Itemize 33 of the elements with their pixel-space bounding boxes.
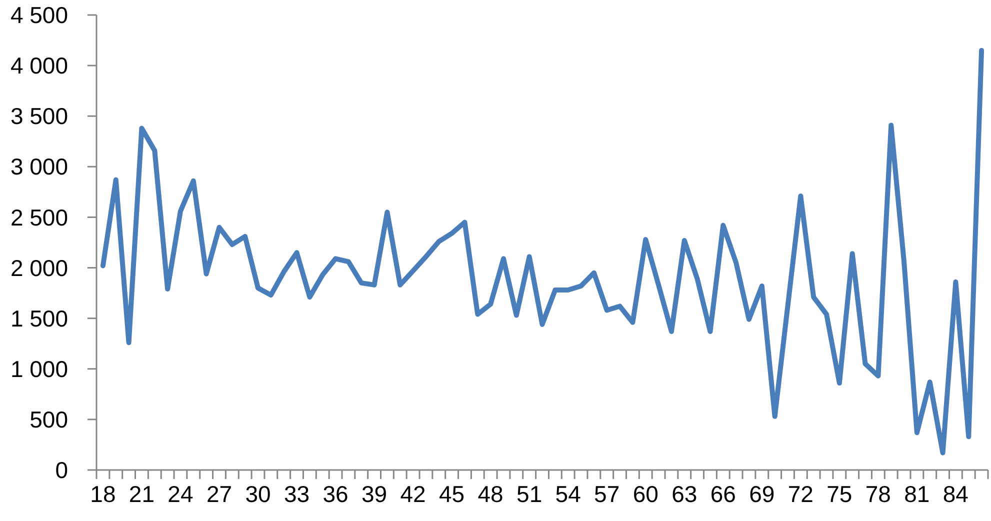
y-tick-label: 2 500 <box>10 204 68 230</box>
y-tick-label: 4 000 <box>10 52 68 79</box>
x-tick-label: 48 <box>478 481 504 508</box>
x-tick-label: 60 <box>632 481 658 508</box>
x-tick-label: 72 <box>788 481 814 508</box>
y-tick-label: 0 <box>55 457 68 484</box>
x-tick-label: 24 <box>168 481 194 508</box>
y-tick-label: 3 500 <box>10 103 68 130</box>
x-tick-label: 63 <box>672 481 698 508</box>
y-tick-label: 1 000 <box>10 356 68 382</box>
y-tick-label: 1 500 <box>10 305 68 332</box>
y-tick-label: 4 500 <box>10 2 68 28</box>
y-tick-label: 3 000 <box>10 154 68 180</box>
x-tick-label: 54 <box>555 481 582 508</box>
x-tick-label: 84 <box>942 481 969 508</box>
x-tick-label: 27 <box>206 481 232 508</box>
x-tick-label: 30 <box>245 481 271 508</box>
x-tick-label: 69 <box>749 481 775 508</box>
x-tick-label: 66 <box>710 481 736 508</box>
x-tick-label: 18 <box>90 481 116 508</box>
x-tick-label: 21 <box>128 481 155 508</box>
x-tick-label: 45 <box>439 481 465 508</box>
x-tick-label: 51 <box>516 481 542 508</box>
x-tick-label: 42 <box>400 481 426 508</box>
x-tick-label: 36 <box>322 481 348 508</box>
y-tick-label: 500 <box>30 406 68 432</box>
x-tick-label: 39 <box>361 481 388 508</box>
x-tick-label: 81 <box>904 481 930 508</box>
x-tick-label: 33 <box>284 481 310 508</box>
x-tick-label: 75 <box>826 481 852 508</box>
x-tick-label: 78 <box>865 481 891 508</box>
x-tick-label: 57 <box>594 481 620 508</box>
y-tick-label: 2 000 <box>10 254 68 281</box>
